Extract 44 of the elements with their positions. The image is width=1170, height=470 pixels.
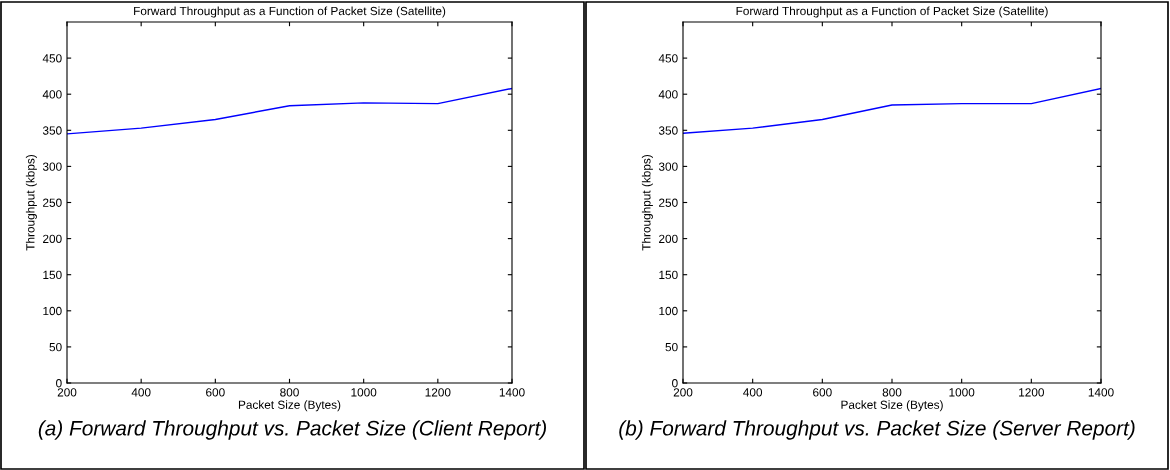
x-tick-label: 1000 [949, 388, 975, 397]
text: (a) Forward Throughput vs. Packet Size (Client Report) [38, 420, 546, 440]
y-tick-label: 150 [659, 270, 678, 280]
x-tick-label: 800 [882, 388, 902, 397]
x-tick-label: 200 [57, 388, 77, 397]
y-tick-label: 100 [43, 306, 62, 316]
x-tick-label: 200 [673, 388, 693, 397]
x-axis-title: Packet Size (Bytes) [841, 400, 943, 412]
y-tick-label: 0 [672, 379, 678, 388]
y-tick-label: 0 [56, 379, 62, 388]
y-axis-title: Throughput (kbps) [641, 155, 653, 251]
text: (b) Forward Throughput vs. Packet Size (Server Report) [619, 420, 1135, 440]
y-tick-label: 100 [659, 306, 678, 316]
y-tick-label: 450 [42, 54, 62, 63]
y-tick-label: 350 [42, 126, 62, 135]
x-axis-title: Packet Size (Bytes) [238, 400, 341, 412]
y-tick-label: 50 [49, 342, 62, 352]
x-tick-label: 400 [743, 388, 763, 397]
x-tick-label: 600 [813, 388, 832, 397]
y-tick-label: 250 [43, 198, 62, 207]
x-tick-label: 600 [206, 388, 225, 397]
y-tick-label: 400 [658, 90, 678, 99]
chart-title: Forward Throughput as a Function of Packet Size (Satellite) [736, 6, 1048, 18]
x-tick-label: 400 [131, 388, 151, 397]
x-tick-label: 1400 [499, 388, 525, 397]
y-tick-label: 350 [658, 126, 678, 135]
y-tick-label: 250 [659, 198, 678, 207]
y-tick-label: 200 [659, 234, 678, 243]
line-series [683, 87, 1101, 134]
y-tick-label: 450 [658, 54, 678, 63]
line-series [67, 87, 512, 135]
y-tick-label: 50 [665, 342, 678, 352]
x-tick-label: 800 [280, 388, 299, 397]
x-tick-label: 1400 [1088, 388, 1114, 397]
y-tick-label: 400 [42, 90, 62, 99]
y-tick-label: 150 [43, 270, 62, 280]
y-axis-title: Throughput (kbps) [25, 155, 37, 251]
x-tick-label: 1000 [351, 388, 377, 397]
x-tick-label: 1200 [425, 388, 451, 397]
chart-title: Forward Throughput as a Function of Packet Size (Satellite) [134, 6, 446, 18]
x-tick-label: 1200 [1019, 388, 1044, 397]
y-tick-label: 200 [43, 234, 62, 243]
y-tick-label: 300 [42, 162, 62, 171]
y-tick-label: 300 [658, 162, 678, 171]
